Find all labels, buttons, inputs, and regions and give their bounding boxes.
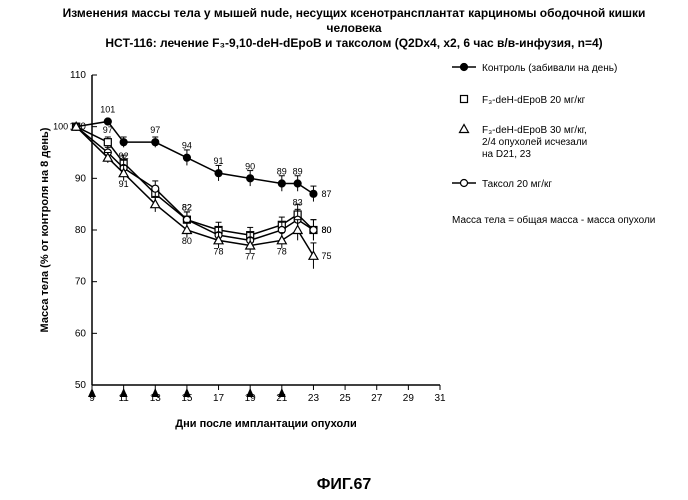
svg-text:70: 70 (75, 277, 87, 288)
svg-text:92: 92 (119, 151, 129, 161)
svg-text:110: 110 (70, 70, 86, 81)
svg-text:Таксол 20 мг/кг: Таксол 20 мг/кг (482, 179, 552, 190)
svg-text:80: 80 (75, 225, 87, 236)
svg-text:27: 27 (371, 393, 383, 404)
svg-text:Масса тела = общая масса - мас: Масса тела = общая масса - масса опухоли (452, 214, 655, 226)
svg-text:75: 75 (321, 251, 331, 261)
svg-text:80: 80 (321, 225, 331, 235)
chart-title: Изменения массы тела у мышей nude, несущ… (40, 6, 668, 51)
svg-text:90: 90 (75, 173, 87, 184)
svg-text:90: 90 (245, 161, 255, 171)
svg-text:50: 50 (75, 380, 87, 391)
svg-text:25: 25 (340, 393, 352, 404)
svg-text:89: 89 (293, 167, 303, 177)
svg-text:Масса тела (% от контроля на 8: Масса тела (% от контроля на 8 день) (39, 127, 51, 332)
svg-text:на D21, 23: на D21, 23 (482, 149, 531, 160)
svg-text:77: 77 (245, 252, 255, 262)
svg-text:87: 87 (321, 189, 331, 199)
svg-text:23: 23 (308, 393, 320, 404)
svg-text:97: 97 (150, 125, 160, 135)
svg-text:F₃-deH-dEpoB 20 мг/кг: F₃-deH-dEpoB 20 мг/кг (482, 95, 586, 106)
title-line1: Изменения массы тела у мышей nude, несущ… (63, 6, 646, 35)
svg-text:100: 100 (53, 122, 68, 132)
svg-text:89: 89 (277, 167, 287, 177)
title-line2: HCT-116: лечение F₃-9,10-deH-dEpoB и так… (105, 36, 602, 50)
svg-text:78: 78 (214, 246, 224, 256)
svg-text:91: 91 (119, 179, 129, 189)
svg-text:91: 91 (214, 156, 224, 166)
svg-text:60: 60 (75, 328, 87, 339)
svg-text:Дни после имплантации опухоли: Дни после имплантации опухоли (175, 418, 356, 430)
svg-text:83: 83 (293, 198, 303, 208)
svg-text:Контроль (забивали на день): Контроль (забивали на день) (482, 62, 617, 74)
svg-text:31: 31 (434, 393, 446, 404)
svg-text:101: 101 (100, 105, 115, 115)
svg-text:94: 94 (182, 141, 192, 151)
svg-text:17: 17 (213, 393, 225, 404)
svg-text:29: 29 (403, 393, 415, 404)
svg-text:78: 78 (277, 246, 287, 256)
svg-text:80: 80 (182, 236, 192, 246)
bodyweight-chart: 506070809010011091113151719212325272931Д… (30, 55, 670, 445)
svg-text:82: 82 (182, 203, 192, 213)
svg-text:F₃-deH-dEpoB 30 мг/кг,: F₃-deH-dEpoB 30 мг/кг, (482, 125, 587, 136)
svg-text:97: 97 (103, 125, 113, 135)
svg-text:2/4 опухолей исчезали: 2/4 опухолей исчезали (482, 137, 587, 148)
figure-label: ФИГ.67 (0, 476, 688, 494)
